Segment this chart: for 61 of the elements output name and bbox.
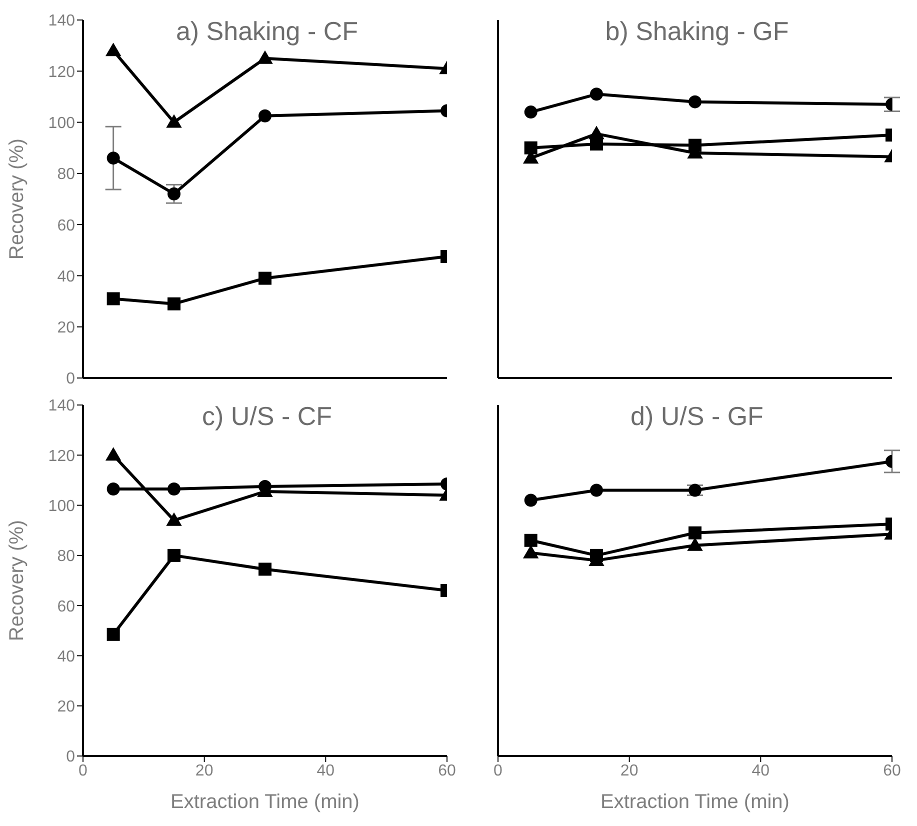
- x-tick-label: 20: [195, 762, 214, 780]
- point: [106, 482, 120, 496]
- y-tick-label: 20: [57, 698, 76, 716]
- point: [590, 88, 603, 101]
- point: [168, 187, 180, 200]
- y-tick-label: 140: [48, 398, 76, 415]
- x-tick-label: 60: [438, 762, 456, 780]
- point: [258, 109, 272, 122]
- point: [523, 545, 538, 558]
- x-tick-label: 40: [316, 762, 335, 780]
- point: [166, 114, 182, 128]
- point: [688, 526, 702, 540]
- chart-title: b) Shaking - GF: [604, 16, 790, 47]
- y-tick-label: 120: [48, 448, 76, 465]
- point: [524, 141, 538, 154]
- y-tick-label: 80: [57, 548, 76, 566]
- y-tick-label: 100: [48, 498, 76, 515]
- y-tick-label: 0: [66, 370, 76, 388]
- x-tick-label: 20: [620, 762, 638, 780]
- point: [524, 106, 538, 119]
- y-tick-label: 0: [66, 748, 76, 766]
- point: [166, 512, 182, 526]
- y-tick-label: 40: [57, 648, 76, 666]
- point: [524, 534, 538, 547]
- point: [168, 548, 180, 562]
- y-tick-label: 120: [48, 64, 76, 81]
- point: [590, 484, 603, 497]
- point: [589, 126, 604, 140]
- x-tick-label: 60: [883, 762, 901, 780]
- point: [106, 628, 120, 641]
- x-tick-label: 0: [494, 762, 503, 780]
- x-tick-label: 0: [78, 762, 88, 780]
- chart-title: a) Shaking - CF: [174, 16, 360, 47]
- point: [258, 480, 272, 493]
- y-axis-title: Recovery (%): [6, 138, 28, 260]
- point: [106, 43, 121, 56]
- x-axis-title: Extraction Time (min): [170, 791, 360, 813]
- point: [258, 272, 272, 285]
- y-tick-label: 100: [48, 114, 76, 132]
- point: [168, 482, 180, 496]
- x-tick-label: 40: [752, 762, 770, 780]
- y-tick-label: 60: [57, 217, 76, 234]
- y-axis-title: Recovery (%): [6, 520, 28, 642]
- point: [688, 95, 702, 108]
- point: [106, 292, 120, 306]
- point: [168, 297, 180, 310]
- chart-title: c) U/S - CF: [201, 401, 333, 432]
- chart-title: d) U/S - GF: [630, 401, 764, 432]
- point: [106, 152, 120, 165]
- point: [688, 484, 702, 497]
- point: [524, 494, 538, 507]
- point: [688, 538, 702, 551]
- point: [258, 50, 272, 64]
- point: [258, 562, 272, 576]
- y-tick-label: 140: [48, 12, 76, 30]
- x-axis-title: Extraction Time (min): [600, 791, 790, 813]
- point: [106, 448, 121, 461]
- y-tick-label: 20: [57, 320, 76, 337]
- y-tick-label: 40: [57, 268, 76, 286]
- y-tick-label: 60: [57, 598, 76, 616]
- y-tick-label: 80: [57, 166, 76, 184]
